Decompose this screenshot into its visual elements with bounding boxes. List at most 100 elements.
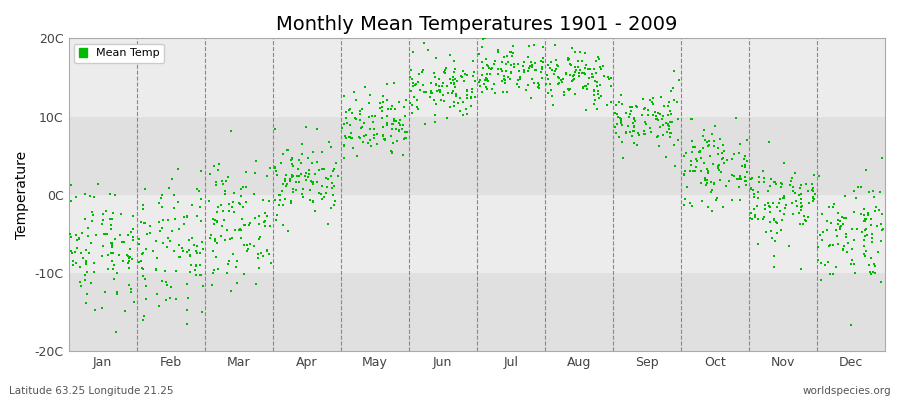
Point — [513, 30, 527, 36]
Point — [444, 80, 458, 86]
Point — [649, 116, 663, 123]
Point — [305, 149, 320, 155]
Point — [384, 126, 399, 132]
Point — [770, 230, 785, 236]
Point — [733, 141, 747, 148]
Point — [639, 121, 653, 127]
Point — [460, 110, 474, 117]
Point — [672, 77, 687, 83]
Point — [875, 155, 889, 161]
Point — [126, 234, 140, 240]
Point — [831, 210, 845, 216]
Point — [108, 192, 122, 198]
Point — [379, 81, 393, 87]
Point — [237, 222, 251, 228]
Point — [773, 226, 788, 233]
Point — [272, 192, 286, 198]
Point — [268, 126, 283, 133]
Point — [797, 217, 812, 224]
Point — [193, 272, 207, 278]
Point — [127, 299, 141, 306]
Point — [479, 84, 493, 90]
Point — [103, 190, 117, 197]
Point — [495, 78, 509, 84]
Point — [122, 265, 136, 271]
Point — [126, 212, 140, 219]
Point — [172, 254, 186, 260]
Point — [105, 250, 120, 256]
Point — [184, 235, 199, 241]
Point — [310, 179, 325, 185]
Point — [569, 67, 583, 74]
Point — [685, 203, 699, 210]
Point — [544, 59, 559, 66]
Point — [252, 264, 266, 271]
Point — [767, 216, 781, 223]
Point — [219, 178, 233, 185]
Point — [268, 168, 283, 174]
Point — [86, 194, 101, 201]
Point — [478, 77, 492, 84]
Point — [746, 186, 760, 193]
Point — [187, 242, 202, 248]
Point — [283, 178, 297, 184]
Point — [609, 130, 624, 136]
Point — [328, 160, 343, 166]
Point — [716, 160, 731, 166]
Point — [529, 67, 544, 74]
Point — [847, 261, 861, 267]
Point — [839, 214, 853, 221]
Point — [659, 154, 673, 161]
Point — [252, 220, 266, 227]
Point — [112, 232, 127, 238]
Point — [590, 88, 605, 94]
Point — [447, 68, 462, 75]
Point — [269, 216, 284, 223]
Point — [684, 158, 698, 164]
Point — [823, 242, 837, 248]
Point — [758, 206, 772, 212]
Point — [397, 136, 411, 143]
Point — [618, 130, 633, 136]
Point — [289, 179, 303, 185]
Point — [326, 168, 340, 174]
Point — [448, 90, 463, 97]
Point — [220, 174, 235, 181]
Point — [820, 218, 834, 224]
Point — [136, 272, 150, 279]
Point — [250, 251, 265, 258]
Point — [406, 80, 420, 86]
Point — [353, 107, 367, 114]
Point — [696, 133, 710, 139]
Point — [212, 160, 226, 167]
Point — [342, 106, 356, 113]
Point — [566, 72, 580, 78]
Point — [109, 328, 123, 335]
Point — [226, 199, 240, 206]
Point — [304, 178, 319, 185]
Point — [106, 276, 121, 282]
Point — [578, 83, 592, 89]
Point — [424, 88, 438, 94]
Point — [64, 234, 78, 240]
Point — [324, 144, 338, 150]
Point — [305, 178, 320, 185]
Point — [457, 71, 472, 78]
Point — [464, 89, 479, 96]
Point — [523, 63, 537, 70]
Point — [805, 181, 819, 187]
Point — [738, 174, 752, 180]
Point — [416, 82, 430, 88]
Point — [116, 258, 130, 264]
Point — [648, 113, 662, 119]
Point — [400, 129, 414, 135]
Point — [568, 64, 582, 70]
Point — [732, 150, 746, 156]
Point — [195, 309, 210, 315]
Point — [304, 178, 319, 184]
Point — [336, 124, 350, 131]
Point — [169, 296, 184, 302]
Point — [541, 76, 555, 83]
Point — [405, 76, 419, 83]
Point — [296, 194, 310, 201]
